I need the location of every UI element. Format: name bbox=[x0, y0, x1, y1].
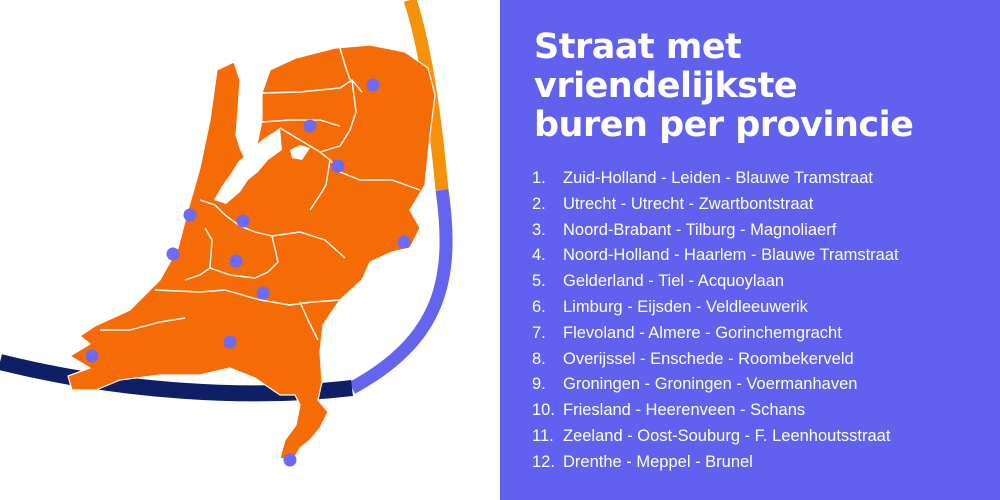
rank-text: Gelderland - Tiel - Acquoylaan bbox=[563, 272, 785, 291]
ranking-item: 3. Noord-Brabant - Tilburg - Magnoliaerf bbox=[532, 218, 899, 244]
ranking-item: 1. Zuid-Holland - Leiden - Blauwe Tramstr… bbox=[532, 166, 899, 192]
title-line: vriendelijkste bbox=[534, 66, 798, 106]
title-line: buren per provincie bbox=[534, 105, 914, 145]
rank-number: 12. bbox=[532, 452, 555, 471]
rank-text: Zuid-Holland - Leiden - Blauwe Tramstraa… bbox=[563, 169, 873, 187]
rank-text: Noord-Holland - Haarlem - Blauwe Tramstr… bbox=[563, 246, 899, 265]
marker-tiel bbox=[256, 286, 270, 300]
ranking-item: 6. Limburg - Eijsden - Veldleeuwerik bbox=[532, 295, 899, 321]
rank-number: 9. bbox=[532, 375, 546, 394]
map-svg bbox=[0, 0, 453, 467]
rank-text: Groningen - Groningen - Voermanhaven bbox=[563, 375, 858, 394]
marker-meppel bbox=[331, 159, 345, 173]
ranking-item: 10. Friesland - Heerenveen - Schans bbox=[532, 398, 899, 424]
marker-enschede bbox=[397, 235, 411, 249]
netherlands-map bbox=[0, 0, 453, 467]
rank-number: 7. bbox=[532, 323, 546, 342]
rank-text: Overijssel - Enschede - Roombekerveld bbox=[563, 349, 854, 368]
province-borders bbox=[100, 47, 421, 341]
rank-text: Limburg - Eijsden - Veldleeuwerik bbox=[563, 297, 808, 316]
rank-text: Utrecht - Utrecht - Zwartbontstraat bbox=[563, 194, 814, 213]
ranking-item: 7. Flevoland - Almere - Gorinchemgracht bbox=[532, 321, 899, 347]
country-outline bbox=[67, 44, 436, 463]
rank-text: Friesland - Heerenveen - Schans bbox=[563, 401, 806, 420]
rank-number: 11. bbox=[532, 426, 554, 445]
rank-number: 4. bbox=[532, 246, 546, 265]
marker-eijsden bbox=[283, 453, 297, 467]
ranking-item: 12. Drenthe - Meppel - Brunel bbox=[532, 450, 899, 476]
marker-groningen bbox=[366, 78, 380, 92]
ranking-item: 2. Utrecht - Utrecht - Zwartbontstraat bbox=[532, 192, 899, 218]
marker-utrecht bbox=[229, 254, 243, 268]
marker-almere bbox=[236, 214, 250, 228]
marker-oost-souburg bbox=[85, 349, 99, 363]
info-panel: Straat met vriendelijkste buren per prov… bbox=[500, 0, 1000, 500]
marker-heerenveen bbox=[303, 119, 317, 133]
marker-tilburg bbox=[223, 335, 237, 349]
arc-purple bbox=[348, 189, 453, 394]
rank-number: 5. bbox=[532, 272, 546, 291]
rank-number: 10. bbox=[532, 401, 555, 420]
ranking-item: 4. Noord-Holland - Haarlem - Blauwe Trams… bbox=[532, 243, 899, 269]
markermeer-water bbox=[290, 145, 310, 160]
ranking-item: 8. Overijssel - Enschede - Roombekerveld bbox=[532, 347, 899, 373]
marker-leiden bbox=[183, 208, 197, 222]
ijsselmeer-water bbox=[214, 128, 282, 204]
rank-number: 6. bbox=[532, 297, 546, 316]
rank-number: 2. bbox=[532, 194, 546, 213]
page-title: Straat met vriendelijkste buren per prov… bbox=[534, 28, 974, 145]
ranking-item: 5. Gelderland - Tiel - Acquoylaan bbox=[532, 269, 899, 295]
rank-text: Flevoland - Almere - Gorinchemgracht bbox=[563, 323, 842, 342]
rank-number: 1. bbox=[532, 169, 546, 187]
ranking-item: 9. Groningen - Groningen - Voermanhaven bbox=[532, 372, 899, 398]
ranking-item: 11. Zeeland - Oost-Souburg - F. Leenhouts… bbox=[532, 424, 899, 450]
title-line: Straat met bbox=[534, 27, 742, 67]
rank-text: Noord-Brabant - Tilburg - Magnoliaerf bbox=[563, 220, 837, 239]
rank-text: Zeeland - Oost-Souburg - F. Leenhoutsstr… bbox=[563, 426, 891, 445]
marker-layer bbox=[85, 78, 411, 467]
rank-text: Drenthe - Meppel - Brunel bbox=[563, 452, 753, 471]
marker-haarlem bbox=[166, 247, 180, 261]
rank-number: 3. bbox=[532, 220, 546, 239]
ranking-list: 1. Zuid-Holland - Leiden - Blauwe Tramstr… bbox=[532, 166, 899, 476]
rank-number: 8. bbox=[532, 349, 546, 368]
